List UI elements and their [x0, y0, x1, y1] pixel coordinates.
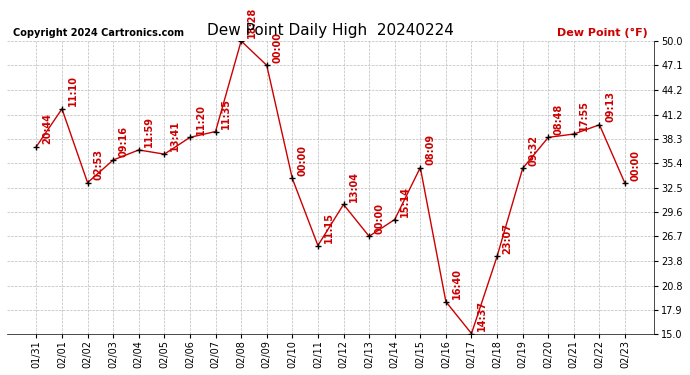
Text: 09:32: 09:32	[529, 135, 538, 166]
Text: 08:48: 08:48	[554, 104, 564, 135]
Text: 13:41: 13:41	[170, 120, 180, 152]
Text: 14:37: 14:37	[477, 300, 487, 331]
Text: 20:44: 20:44	[42, 113, 52, 144]
Text: 09:16: 09:16	[119, 126, 129, 157]
Text: 00:00: 00:00	[631, 150, 640, 181]
Text: 13:04: 13:04	[349, 171, 359, 202]
Text: 02:53: 02:53	[93, 149, 103, 180]
Text: 18:28: 18:28	[247, 7, 257, 38]
Text: 11:20: 11:20	[195, 104, 206, 135]
Text: 16:40: 16:40	[451, 268, 462, 299]
Text: 00:00: 00:00	[375, 202, 384, 234]
Text: 00:00: 00:00	[273, 32, 282, 63]
Text: 23:07: 23:07	[502, 223, 513, 254]
Text: 15:14: 15:14	[400, 186, 411, 217]
Text: 00:00: 00:00	[298, 145, 308, 176]
Text: 11:15: 11:15	[324, 212, 333, 243]
Text: 09:13: 09:13	[605, 91, 615, 122]
Text: 11:10: 11:10	[68, 75, 77, 106]
Text: 11:59: 11:59	[144, 116, 155, 147]
Title: Dew Point Daily High  20240224: Dew Point Daily High 20240224	[207, 23, 454, 38]
Text: Dew Point (°F): Dew Point (°F)	[558, 28, 648, 38]
Text: Copyright 2024 Cartronics.com: Copyright 2024 Cartronics.com	[13, 28, 184, 38]
Text: 08:09: 08:09	[426, 134, 436, 165]
Text: 11:35: 11:35	[221, 98, 231, 129]
Text: 17:55: 17:55	[580, 100, 589, 131]
